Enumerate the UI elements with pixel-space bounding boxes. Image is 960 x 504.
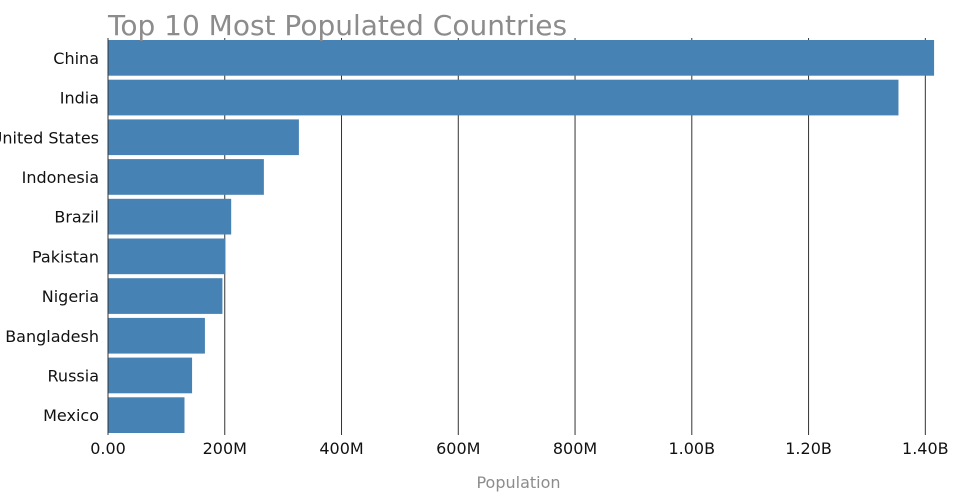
bar [108, 79, 899, 116]
bar [108, 40, 935, 76]
category-label: Indonesia [22, 168, 99, 187]
category-label: Brazil [54, 208, 99, 227]
bar [108, 198, 232, 235]
bar [108, 357, 193, 394]
bars [108, 40, 935, 433]
bar [108, 159, 264, 195]
bar [108, 238, 226, 275]
category-label: China [53, 49, 99, 68]
bar [108, 278, 223, 314]
x-axis-label: Population [476, 473, 560, 492]
category-label: Pakistan [32, 247, 99, 266]
x-tick-label: 1.00B [668, 439, 715, 458]
category-label: United States [0, 128, 99, 147]
category-labels: China India United States Indonesia Brazil Pa… [0, 49, 99, 425]
category-label: Mexico [43, 406, 99, 425]
category-label: India [60, 89, 99, 108]
x-tick-label: 1.40B [902, 439, 949, 458]
x-tick-label: 600M [436, 439, 480, 458]
x-tick-label: 1.20B [785, 439, 832, 458]
x-tick-label: 200M [203, 439, 247, 458]
category-label: Bangladesh [5, 327, 99, 346]
chart-title: Top 10 Most Populated Countries [108, 9, 568, 42]
bar [108, 397, 185, 433]
category-label: Nigeria [42, 287, 99, 306]
category-label: Russia [48, 366, 99, 385]
x-tick-label: 800M [553, 439, 597, 458]
bar [108, 119, 299, 156]
x-tick-label: 400M [319, 439, 363, 458]
x-tick-label: 0.00 [90, 439, 126, 458]
bar [108, 317, 205, 354]
x-tick-labels: 0.00 200M 400M 600M 800M 1.00B 1.20B 1.40B [90, 439, 948, 458]
